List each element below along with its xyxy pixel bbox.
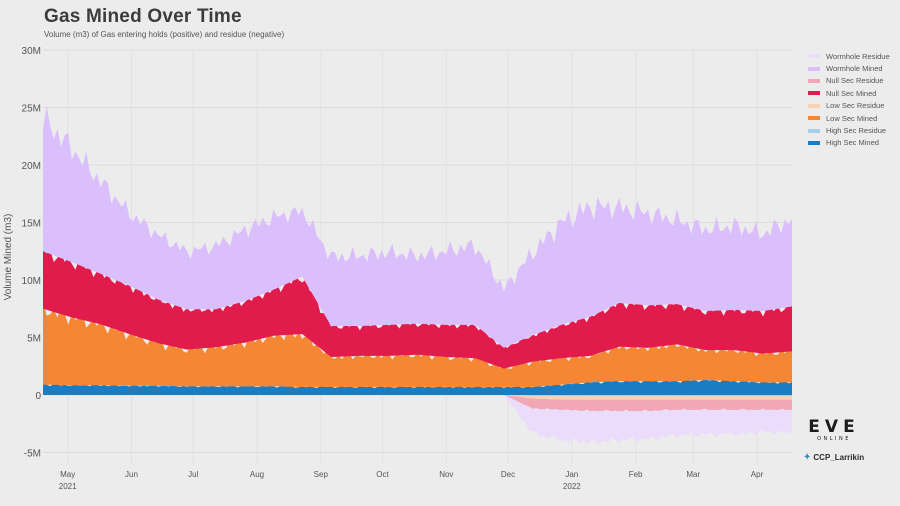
- legend-item: Low Sec Mined: [808, 112, 890, 124]
- x-tick-label: Sep: [314, 470, 329, 479]
- legend-item: Null Sec Residue: [808, 75, 890, 87]
- legend-swatch: [808, 66, 820, 71]
- x-tick-label: Mar: [686, 470, 700, 479]
- x-tick-label: May: [60, 470, 75, 479]
- x-tick-label: Jul: [188, 470, 198, 479]
- x-tick-year-label: 2021: [59, 482, 77, 491]
- twitter-bird-icon: ✦: [803, 452, 812, 463]
- x-tick-year-label: 2022: [563, 482, 581, 491]
- legend-label: Low Sec Residue: [826, 101, 885, 111]
- x-axis: May 2021 Jun Jul Aug Sep Oct Nov Dec Jan 2022 Feb Ma…: [59, 470, 764, 491]
- legend-swatch: [808, 116, 820, 121]
- legend-label: High Sec Mined: [826, 138, 879, 148]
- legend-item: Low Sec Residue: [808, 100, 890, 112]
- legend-item: Null Sec Mined: [808, 87, 890, 99]
- x-tick-label: Jan: [565, 470, 578, 479]
- y-tick-label: 0: [35, 391, 41, 402]
- area-low-sec-mined: [43, 298, 792, 387]
- y-tick-label: 5M: [27, 334, 41, 345]
- y-tick-label: 10M: [22, 276, 41, 287]
- legend-label: Low Sec Mined: [826, 113, 878, 123]
- x-tick-label: Dec: [501, 470, 515, 479]
- legend-swatch: [808, 78, 820, 83]
- x-tick-label: Nov: [439, 470, 453, 479]
- area-null-sec-residue: [43, 395, 792, 413]
- legend-swatch: [808, 140, 820, 145]
- legend-item: Wormhole Mined: [808, 62, 890, 74]
- y-tick-label: 30M: [22, 46, 41, 57]
- legend-label: Null Sec Mined: [826, 88, 877, 98]
- legend-swatch: [808, 103, 820, 108]
- logo-main-text: EVE: [808, 417, 860, 437]
- x-tick-label: Feb: [629, 470, 643, 479]
- eve-online-logo: EVE ONLINE: [806, 418, 862, 442]
- area-low-sec-residue: [43, 395, 792, 401]
- legend-swatch: [808, 91, 820, 96]
- y-tick-label: -5M: [24, 449, 41, 460]
- y-tick-label: 15M: [22, 219, 41, 230]
- twitter-handle: CCP_Larrikin: [813, 453, 865, 462]
- area-wormhole-residue: [43, 395, 792, 445]
- legend-swatch: [808, 128, 820, 133]
- chart-title: Gas Mined Over Time: [44, 6, 242, 27]
- y-axis: -5M 0 5M 10M 15M 20M 25M 30M Volume Mined (m3): [3, 46, 41, 460]
- legend-label: High Sec Residue: [826, 126, 887, 136]
- x-tick-label: Apr: [751, 470, 764, 479]
- series-areas: [43, 105, 792, 445]
- legend-label: Null Sec Residue: [826, 76, 884, 86]
- area-null-sec-mined: [43, 249, 792, 369]
- chart-legend: Wormhole Residue Wormhole Mined Null Sec R…: [808, 50, 890, 149]
- legend-item: High Sec Residue: [808, 124, 890, 136]
- chart-subtitle: Volume (m3) of Gas entering holds (posit…: [44, 30, 285, 39]
- legend-swatch: [808, 54, 820, 59]
- area-high-sec-residue: [43, 395, 792, 397]
- x-tick-label: Jun: [125, 470, 138, 479]
- legend-label: Wormhole Mined: [826, 64, 883, 74]
- legend-item: Wormhole Residue: [808, 50, 890, 62]
- x-tick-label: Aug: [250, 470, 264, 479]
- y-tick-label: 20M: [22, 161, 41, 172]
- y-tick-label: 25M: [22, 104, 41, 115]
- area-wormhole-mined: [43, 105, 792, 348]
- legend-label: Wormhole Residue: [826, 51, 890, 61]
- logo-sub-text: ONLINE: [817, 436, 851, 442]
- twitter-credit: ✦ CCP_Larrikin: [803, 452, 864, 463]
- x-tick-label: Oct: [376, 470, 389, 479]
- legend-item: High Sec Mined: [808, 137, 890, 149]
- y-axis-title: Volume Mined (m3): [3, 214, 14, 301]
